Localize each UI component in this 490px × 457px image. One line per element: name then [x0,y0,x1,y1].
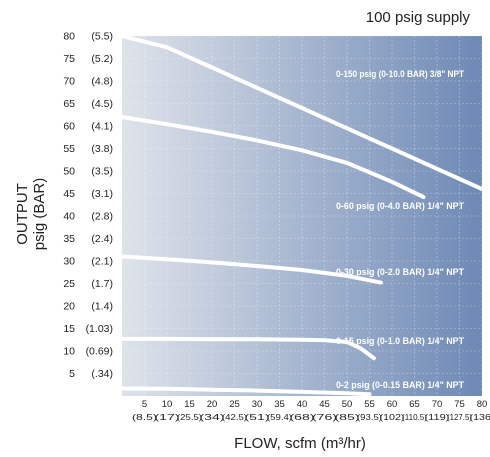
x-tick-label-m3hr: (110.5) [402,413,427,422]
x-tick-label-m3hr: (136) [470,413,490,422]
y-tick-label: 25 [63,278,75,290]
y-tick-label: 20 [63,301,75,313]
x-tick-label: 35 [274,399,285,410]
series-label: 0-150 psig (0-10.0 BAR) 3/8" NPT [336,69,464,80]
y-tick-label-bar: (3.5) [91,166,113,178]
y-tick-label: 70 [63,76,75,88]
y-tick-label: 35 [63,233,75,245]
x-tick-label-m3hr: (93.5) [357,413,382,422]
x-tick-label: 55 [364,399,375,410]
y-tick-label: 30 [63,256,75,268]
series-labels: 0-150 psig (0-10.0 BAR) 3/8" NPT 0-60 psi… [336,69,464,391]
y-tick-label-bar: (5.2) [91,53,113,65]
x-tick-label-m3hr: (119) [425,413,450,422]
y-axis-label-line1: OUTPUT [14,183,31,245]
x-tick-label-m3hr: (34) [200,413,225,422]
y-axis-label: OUTPUT psig (BAR) [14,178,48,251]
x-tick-label: 10 [162,399,173,410]
x-tick-label: 45 [319,399,330,410]
y-tick-label: 10 [63,346,75,358]
x-tick-label: 15 [184,399,195,410]
series-label: 0-15 psig (0-1.0 BAR) 1/4" NPT [336,336,464,347]
y-axis-ticks: 80 (5.5) 75 (5.2) 70 (4.8) 65 (4.5) 60 (4.1) 55 (3.… [63,31,113,381]
y-tick-label-bar: (2.4) [91,233,113,245]
y-axis-label-line2: psig (BAR) [31,178,48,251]
x-tick-label: 25 [229,399,240,410]
x-tick-label-m3hr: (51) [245,413,270,422]
y-tick-label: 5 [69,368,75,380]
y-tick-label-bar: (1.4) [91,301,113,313]
y-tick-label: 50 [63,166,75,178]
x-tick-label-m3hr: (59.4) [267,413,292,422]
y-tick-label-bar: (1.7) [91,278,113,290]
x-tick-label: 40 [297,399,308,410]
y-tick-label: 65 [63,98,75,110]
x-tick-label: 80 [477,399,488,410]
series-lines [120,34,484,397]
x-tick-label-m3hr: (8.5) [132,413,157,422]
series-line [120,386,372,397]
x-tick-label: 20 [207,399,218,410]
x-axis-ticks: 5 (8.5) 10 (17) 15 (25.5) 20 (34) 25 (42.5) 30 (51)… [132,399,490,422]
series-line [120,34,484,191]
y-tick-label-bar: (0.69) [86,346,113,358]
y-tick-label-bar: (5.5) [91,31,113,43]
x-tick-label-m3hr: (17) [155,413,180,422]
x-tick-label: 5 [142,399,147,410]
y-tick-label-bar: (4.8) [91,76,113,88]
y-tick-label: 75 [63,53,75,65]
series-line [120,336,376,361]
x-tick-label: 50 [342,399,353,410]
y-tick-label: 60 [63,121,75,133]
y-tick-label: 80 [63,31,75,43]
x-tick-label-m3hr: (76) [312,413,337,422]
series-label: 0-60 psig (0-4.0 BAR) 1/4" NPT [336,201,464,212]
chart-title: 100 psig supply [366,9,471,26]
y-tick-label-bar: (.34) [91,368,113,380]
y-tick-label: 55 [63,143,75,155]
plot-area [122,36,482,396]
x-tick-label-m3hr: (25.5) [177,413,202,422]
y-tick-label-bar: (3.1) [91,188,113,200]
series-label: 0-2 psig (0-0.15 BAR) 1/4" NPT [336,380,464,391]
y-tick-label-bar: (4.1) [91,121,113,133]
series-line [120,254,383,285]
x-tick-label-m3hr: (102) [380,413,405,422]
x-tick-label-m3hr: (42.5) [222,413,247,422]
x-tick-label-m3hr: (127.5) [447,413,472,422]
y-tick-label: 15 [63,323,75,335]
y-tick-label-bar: (4.5) [91,98,113,110]
series-line [120,115,426,200]
y-tick-label-bar: (2.8) [91,211,113,223]
y-tick-label-bar: (3.8) [91,143,113,155]
y-tick-label-bar: (2.1) [91,256,113,268]
x-tick-label: 75 [454,399,465,410]
x-tick-label-m3hr: (68) [290,413,315,422]
x-tick-label: 65 [409,399,420,410]
x-tick-label: 30 [252,399,263,410]
y-tick-label: 40 [63,211,75,223]
series-label: 0-30 psig (0-2.0 BAR) 1/4" NPT [336,267,464,278]
x-tick-label-m3hr: (85) [335,413,360,422]
y-tick-label-bar: (1.03) [86,323,113,335]
x-axis-label: FLOW, scfm (m³/hr) [234,435,366,452]
y-tick-label: 45 [63,188,75,200]
x-tick-label: 70 [432,399,443,410]
x-tick-label: 60 [387,399,398,410]
